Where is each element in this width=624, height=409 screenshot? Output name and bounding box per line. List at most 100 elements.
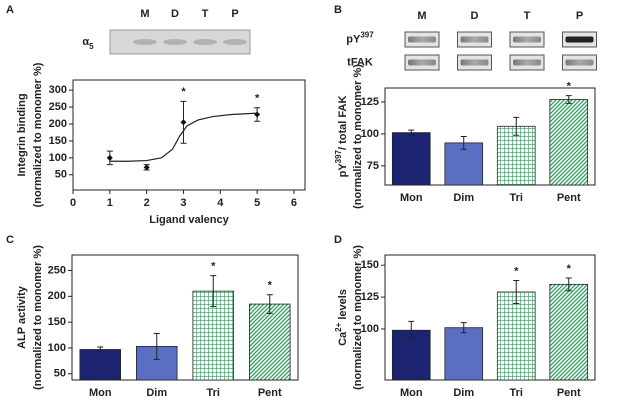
x-tick-label: Mon: [89, 387, 112, 399]
blot-lane-label: M: [417, 10, 426, 22]
y-tick-label: 100: [48, 342, 66, 354]
bar: [249, 303, 291, 381]
x-tick-label: Dim: [146, 387, 167, 399]
significance-mark: *: [255, 93, 260, 105]
y-tick-label: 150: [49, 135, 67, 147]
error-bar: [97, 346, 104, 353]
error-bar: [460, 136, 467, 150]
y-tick-label: 250: [49, 101, 67, 113]
blot-lane-label: T: [202, 8, 209, 20]
significance-mark: *: [567, 263, 572, 275]
y-tick-label: 150: [361, 259, 379, 271]
y-tick-label: 50: [54, 368, 66, 380]
error-bar: [408, 320, 415, 340]
error-bar: [460, 322, 467, 334]
x-tick-label: 1: [107, 197, 113, 209]
blot-band: [513, 36, 541, 43]
bar: [79, 349, 121, 381]
y-axis-sublabel: (normalized to monomer %): [32, 62, 44, 207]
x-tick-label: Pent: [557, 387, 581, 399]
x-tick-label: Dim: [453, 387, 474, 399]
y-axis-label: pY397/ total FAK: [334, 96, 349, 178]
blot-lane-label: T: [524, 10, 531, 22]
blot-row-label-part: tFAK: [347, 56, 373, 68]
x-tick-label: 0: [70, 197, 76, 209]
blot-row-label: tFAK: [347, 56, 373, 68]
data-point: [180, 119, 187, 126]
y-axis-label-part: pY: [337, 163, 349, 178]
y-axis-label-part: Integrin binding: [16, 93, 28, 176]
blot-lane-label: D: [171, 8, 179, 20]
error-bar: [266, 294, 273, 314]
blot-row-label-part: 5: [89, 42, 94, 51]
bar: [496, 125, 536, 186]
plot-frame: [72, 79, 306, 191]
y-tick-label: 75: [367, 160, 379, 172]
x-tick-label: Tri: [207, 387, 220, 399]
y-axis-label: ALP activity: [16, 285, 28, 349]
x-tick-label: Pent: [258, 387, 282, 399]
y-axis-label: Ca2+ levels: [334, 289, 349, 346]
y-tick-label: 125: [361, 96, 379, 108]
error-bar: [565, 277, 572, 292]
y-tick-label: 300: [49, 84, 67, 96]
plot-frame: [71, 254, 299, 381]
x-tick-label: 6: [291, 197, 297, 209]
y-tick-label: 100: [49, 152, 67, 164]
error-bar: [565, 95, 572, 104]
bar: [391, 132, 431, 186]
error-bar: [408, 129, 415, 136]
x-tick-label: 4: [217, 197, 224, 209]
error-bar: [513, 280, 520, 304]
y-axis-label: Integrin binding: [16, 93, 28, 176]
error-bar: [153, 333, 160, 360]
x-tick-label: 5: [254, 197, 260, 209]
x-tick-label: 2: [144, 197, 150, 209]
blot-row-label: pY397: [346, 30, 374, 45]
x-tick-label: Tri: [510, 192, 523, 204]
x-tick-label: Mon: [400, 192, 423, 204]
error-bar: [513, 116, 520, 136]
panel-letter: B: [334, 4, 342, 16]
plot-frame: [384, 87, 596, 186]
fit-curve: [109, 112, 258, 162]
significance-mark: *: [514, 265, 519, 277]
x-tick-label: 3: [180, 197, 186, 209]
bar: [444, 327, 484, 381]
significance-mark: *: [211, 261, 216, 273]
y-axis-label-part: 397: [334, 149, 343, 163]
blot-band: [565, 36, 594, 43]
data-point: [254, 111, 261, 118]
y-tick-label: 50: [55, 169, 67, 181]
blot-band: [513, 59, 541, 66]
blot-band: [163, 39, 187, 45]
data-point: [106, 154, 113, 161]
significance-mark: *: [181, 86, 186, 98]
blot-lane-label: P: [231, 8, 238, 20]
y-axis-label-part: ALP activity: [16, 285, 28, 349]
x-tick-label: Pent: [557, 192, 581, 204]
bar: [496, 291, 536, 381]
panel-letter: C: [6, 234, 14, 246]
blot-row-label-part: 397: [360, 30, 374, 39]
bar: [444, 142, 484, 186]
blot-band: [193, 39, 217, 45]
y-tick-label: 100: [361, 323, 379, 335]
blot-band: [408, 36, 436, 43]
y-tick-label: 100: [361, 128, 379, 140]
error-bar: [210, 275, 217, 308]
significance-mark: *: [268, 280, 273, 292]
panel-letter: A: [6, 4, 14, 16]
y-tick-label: 200: [49, 118, 67, 130]
y-tick-label: 200: [48, 290, 66, 302]
bar: [549, 283, 589, 381]
blot-lane-label: D: [471, 10, 479, 22]
y-axis-label-part: 2+: [334, 322, 343, 331]
x-tick-label: Mon: [400, 387, 423, 399]
data-point: [143, 164, 150, 171]
y-axis-label-part: / total FAK: [337, 96, 349, 150]
blot-band: [565, 59, 594, 66]
blot-band: [223, 39, 247, 45]
x-tick-label: Tri: [510, 387, 523, 399]
